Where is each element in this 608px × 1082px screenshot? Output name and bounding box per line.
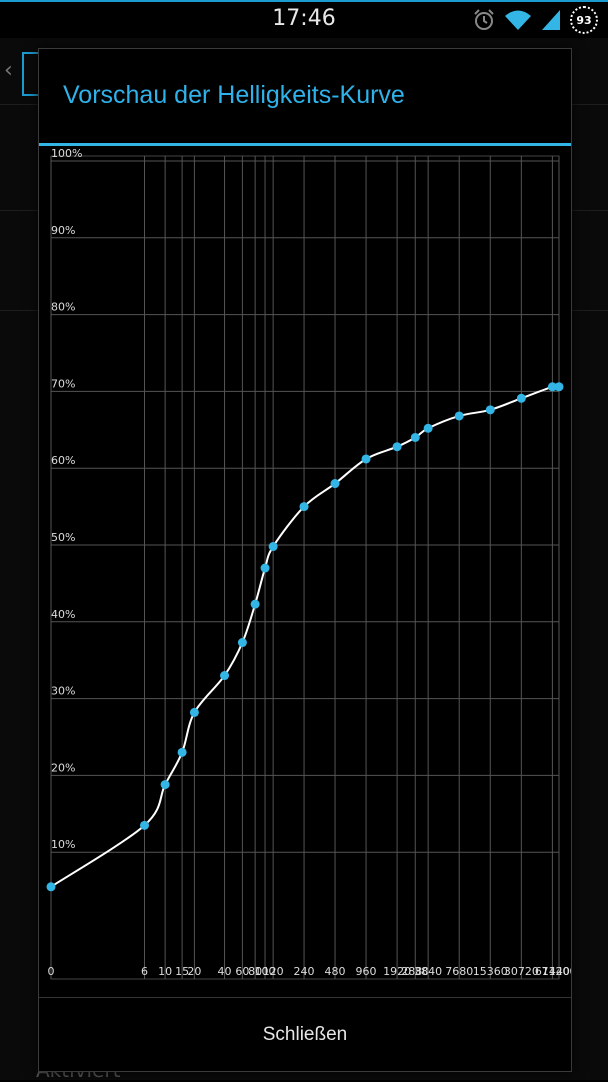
data-point <box>160 780 170 790</box>
title-divider <box>39 143 571 146</box>
data-point <box>237 638 247 648</box>
y-tick-label: 70% <box>51 377 75 390</box>
data-point <box>140 820 150 830</box>
plot-frame <box>50 155 560 980</box>
status-clock: 17:46 <box>272 6 336 31</box>
data-point <box>454 411 464 421</box>
data-point <box>485 405 495 415</box>
data-point <box>423 423 433 433</box>
data-point <box>250 599 260 609</box>
y-tick-label: 30% <box>51 685 75 698</box>
data-point <box>392 442 402 452</box>
data-point <box>410 432 420 442</box>
data-point <box>361 454 371 464</box>
y-tick-label: 100% <box>51 149 82 160</box>
data-point <box>330 479 340 489</box>
y-tick-label: 40% <box>51 608 75 621</box>
x-tick-label: 61440 <box>535 965 570 978</box>
x-tick-label: 0 <box>48 965 55 978</box>
x-tick-label: 120 <box>263 965 284 978</box>
x-tick-label: 20 <box>187 965 201 978</box>
data-point <box>268 542 278 552</box>
x-tick-label: 7680 <box>445 965 473 978</box>
x-tick-label: 480 <box>325 965 346 978</box>
x-tick-label: 6 <box>141 965 148 978</box>
battery-icon: 93 <box>570 6 598 34</box>
data-point <box>260 563 270 573</box>
brightness-curve-dialog: Vorschau der Helligkeits-Kurve 10% 20% 30%… <box>38 48 572 1072</box>
y-tick-label: 80% <box>51 301 75 314</box>
signal-icon <box>542 10 560 30</box>
x-tick-label: 60 <box>235 965 249 978</box>
x-tick-label: 100 <box>255 965 276 978</box>
x-tick-label: 240 <box>294 965 315 978</box>
x-tick-label: 2880 <box>401 965 429 978</box>
x-tick-label: 15360 <box>473 965 508 978</box>
x-tick-label: 10 <box>158 965 172 978</box>
data-point <box>299 502 309 512</box>
status-icons: 93 <box>472 6 598 34</box>
x-tick-label: 80 <box>248 965 262 978</box>
x-tick-label: 30720 <box>504 965 539 978</box>
series-line <box>50 384 560 888</box>
brightness-chart: 10% 20% 30% 40% 50% 60% 70% 80% 90% 100% 0 6 10 15 20 4… <box>39 149 571 997</box>
y-tick-label: 20% <box>51 761 75 774</box>
x-tick-label: 960 <box>356 965 377 978</box>
x-tick-label: 1920 <box>383 965 411 978</box>
data-point <box>547 382 557 392</box>
status-bar: 17:46 93 <box>0 0 608 38</box>
data-point <box>189 707 199 717</box>
status-accent-line <box>0 0 608 2</box>
data-point <box>177 747 187 757</box>
x-tick-label: 71200 <box>542 965 572 978</box>
dialog-title: Vorschau der Helligkeits-Kurve <box>63 81 405 109</box>
data-point <box>516 393 526 403</box>
x-tick-label: 40 <box>218 965 232 978</box>
x-tick-label: 3840 <box>414 965 442 978</box>
data-point <box>220 671 230 681</box>
alarm-icon <box>474 9 494 30</box>
y-tick-label: 10% <box>51 838 75 851</box>
data-point <box>46 882 56 892</box>
y-tick-label: 50% <box>51 531 75 544</box>
x-tick-label: 15 <box>175 965 189 978</box>
back-chevron-icon: ‹ <box>4 58 13 83</box>
data-point <box>554 382 564 392</box>
wifi-icon <box>505 10 531 30</box>
y-tick-label: 60% <box>51 454 75 467</box>
close-button[interactable]: Schließen <box>39 998 571 1072</box>
dialog-button-bar: Schließen <box>39 997 571 1072</box>
y-tick-label: 90% <box>51 224 75 237</box>
